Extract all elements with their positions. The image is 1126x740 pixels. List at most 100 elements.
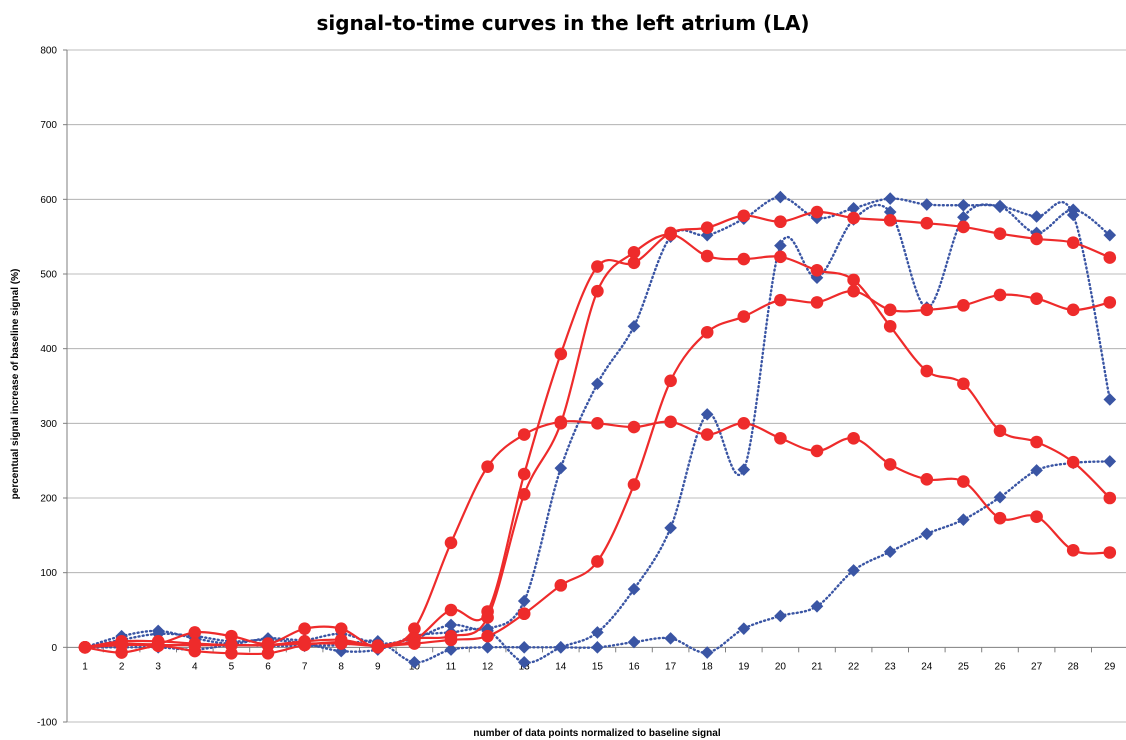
data-point-circle <box>1066 455 1080 469</box>
x-tick-label: 29 <box>1104 661 1116 672</box>
data-point-diamond <box>1066 203 1080 217</box>
data-point-circle <box>774 293 787 307</box>
data-point-circle <box>1103 491 1117 505</box>
data-point-circle <box>115 638 128 652</box>
series-4-line <box>83 290 1111 649</box>
data-point-circle <box>627 256 641 270</box>
data-point-diamond <box>700 646 714 659</box>
data-point-circle <box>151 638 165 652</box>
data-point-circle <box>591 417 604 430</box>
data-point-diamond <box>554 641 568 654</box>
data-point-diamond <box>737 463 751 476</box>
x-tick-label: 19 <box>738 661 750 672</box>
data-point-circle <box>664 415 677 429</box>
x-tick-label: 2 <box>119 661 125 672</box>
data-point-circle <box>298 637 311 650</box>
data-point-diamond <box>591 641 604 654</box>
x-tick-label: 21 <box>811 661 823 672</box>
data-point-diamond <box>993 490 1007 504</box>
data-point-circle <box>554 417 568 430</box>
x-tick-label: 5 <box>229 661 235 672</box>
x-tick-label: 1 <box>82 661 88 672</box>
data-point-circle <box>225 638 238 652</box>
data-point-diamond <box>627 582 641 596</box>
data-point-circle <box>737 209 751 223</box>
data-point-circle <box>700 428 714 441</box>
data-point-circle <box>517 487 531 501</box>
data-point-circle <box>810 205 824 219</box>
data-point-circle <box>774 250 787 264</box>
data-point-diamond <box>664 521 677 535</box>
x-tick-label: 27 <box>1031 661 1043 672</box>
data-point-diamond <box>957 199 970 212</box>
x-tick-label: 12 <box>482 661 494 672</box>
data-point-circle <box>1066 236 1080 249</box>
data-point-circle <box>591 260 604 273</box>
data-point-diamond <box>591 626 604 639</box>
x-tick-label: 3 <box>155 661 161 672</box>
data-point-circle <box>408 622 421 635</box>
data-point-circle <box>737 310 751 323</box>
data-point-diamond <box>774 190 787 204</box>
y-axis-title: percentual signal increase of baseline s… <box>10 269 21 500</box>
data-point-circle <box>957 377 970 391</box>
data-point-diamond <box>627 635 641 649</box>
data-point-circle <box>627 246 641 259</box>
data-point-diamond <box>1103 393 1117 406</box>
data-point-circle <box>188 626 202 639</box>
data-point-circle <box>957 299 970 312</box>
y-tick-label: 300 <box>40 419 57 430</box>
data-point-circle <box>334 622 348 635</box>
x-tick-label: 20 <box>775 661 787 672</box>
y-tick-label: -100 <box>37 718 57 729</box>
data-point-circle <box>225 629 238 643</box>
data-point-circle <box>591 284 604 298</box>
data-point-diamond <box>1103 228 1117 242</box>
y-tick-label: 600 <box>40 195 57 206</box>
x-axis-title: number of data points normalized to base… <box>473 728 720 739</box>
data-point-circle <box>408 637 421 650</box>
data-point-circle <box>1103 546 1117 559</box>
data-point-circle <box>517 467 531 481</box>
data-point-diamond <box>517 655 531 669</box>
data-point-diamond <box>883 545 897 559</box>
data-point-circle <box>847 431 860 445</box>
data-point-circle <box>334 637 348 650</box>
data-point-circle <box>993 511 1007 525</box>
data-point-circle <box>810 296 824 309</box>
data-point-circle <box>700 325 714 339</box>
data-point-diamond <box>444 618 458 632</box>
x-tick-label: 9 <box>375 661 381 672</box>
x-tick-label: 7 <box>302 661 308 672</box>
data-point-circle <box>920 473 934 486</box>
data-point-diamond <box>810 599 824 613</box>
data-point-circle <box>664 374 677 388</box>
data-point-circle <box>883 213 897 227</box>
data-point-circle <box>993 288 1007 302</box>
x-tick-label: 26 <box>994 661 1006 672</box>
data-point-circle <box>591 555 604 568</box>
y-tick-label: 400 <box>40 344 57 355</box>
data-point-diamond <box>957 210 970 224</box>
data-point-circle <box>627 478 641 491</box>
data-point-diamond <box>920 198 934 211</box>
series-4 <box>78 284 1117 654</box>
data-point-circle <box>517 607 531 621</box>
x-tick-label: 16 <box>628 661 640 672</box>
grid-layer <box>67 49 1126 723</box>
data-point-circle <box>957 475 970 488</box>
data-point-diamond <box>554 461 568 475</box>
data-point-diamond <box>993 200 1007 214</box>
data-point-circle <box>1066 303 1080 317</box>
series-1 <box>78 415 1117 654</box>
data-point-circle <box>993 227 1007 240</box>
data-point-circle <box>847 211 860 225</box>
data-point-circle <box>298 622 311 635</box>
series-3 <box>78 228 1117 654</box>
x-tick-label: 23 <box>885 661 897 672</box>
data-point-circle <box>444 536 458 550</box>
data-point-circle <box>1030 232 1043 246</box>
data-point-circle <box>883 458 897 471</box>
data-point-circle <box>664 228 677 241</box>
